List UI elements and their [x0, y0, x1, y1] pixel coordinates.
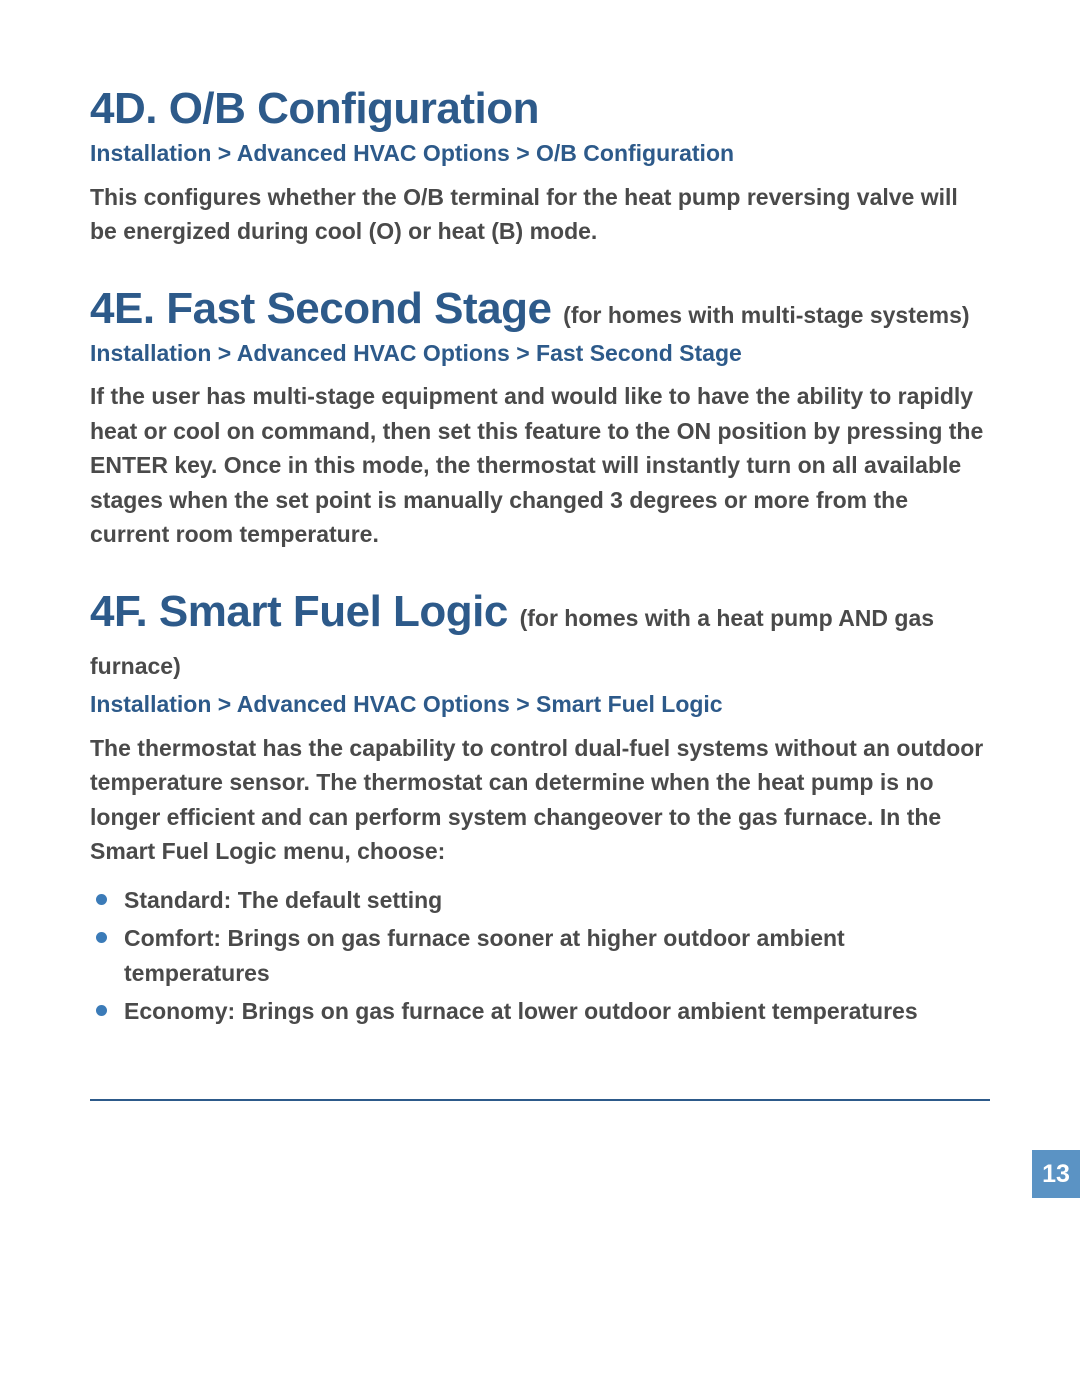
- section-4d: 4D. O/B Configuration Installation > Adv…: [90, 85, 990, 249]
- section-4f: 4F. Smart Fuel Logic (for homes with a h…: [90, 588, 990, 1029]
- heading-4f-title: 4F. Smart Fuel Logic: [90, 587, 520, 636]
- heading-4e: 4E. Fast Second Stage (for homes with mu…: [90, 285, 990, 333]
- heading-4d: 4D. O/B Configuration: [90, 85, 990, 133]
- page-number: 13: [1032, 1150, 1080, 1198]
- breadcrumb-4e: Installation > Advanced HVAC Options > F…: [90, 337, 990, 369]
- list-item: Comfort: Brings on gas furnace sooner at…: [90, 921, 990, 990]
- breadcrumb-4f: Installation > Advanced HVAC Options > S…: [90, 688, 990, 720]
- section-4e: 4E. Fast Second Stage (for homes with mu…: [90, 285, 990, 552]
- heading-4e-subtitle: (for homes with multi-stage systems): [563, 302, 969, 328]
- breadcrumb-4d: Installation > Advanced HVAC Options > O…: [90, 137, 990, 169]
- body-4e: If the user has multi-stage equipment an…: [90, 379, 990, 552]
- heading-4e-title: 4E. Fast Second Stage: [90, 284, 563, 333]
- list-item: Economy: Brings on gas furnace at lower …: [90, 994, 990, 1029]
- heading-4f: 4F. Smart Fuel Logic (for homes with a h…: [90, 588, 990, 685]
- list-item: Standard: The default setting: [90, 883, 990, 918]
- section-divider: [90, 1099, 990, 1101]
- heading-4d-title: 4D. O/B Configuration: [90, 84, 539, 133]
- options-list-4f: Standard: The default setting Comfort: B…: [90, 883, 990, 1029]
- body-4d: This configures whether the O/B terminal…: [90, 180, 990, 249]
- body-4f: The thermostat has the capability to con…: [90, 731, 990, 869]
